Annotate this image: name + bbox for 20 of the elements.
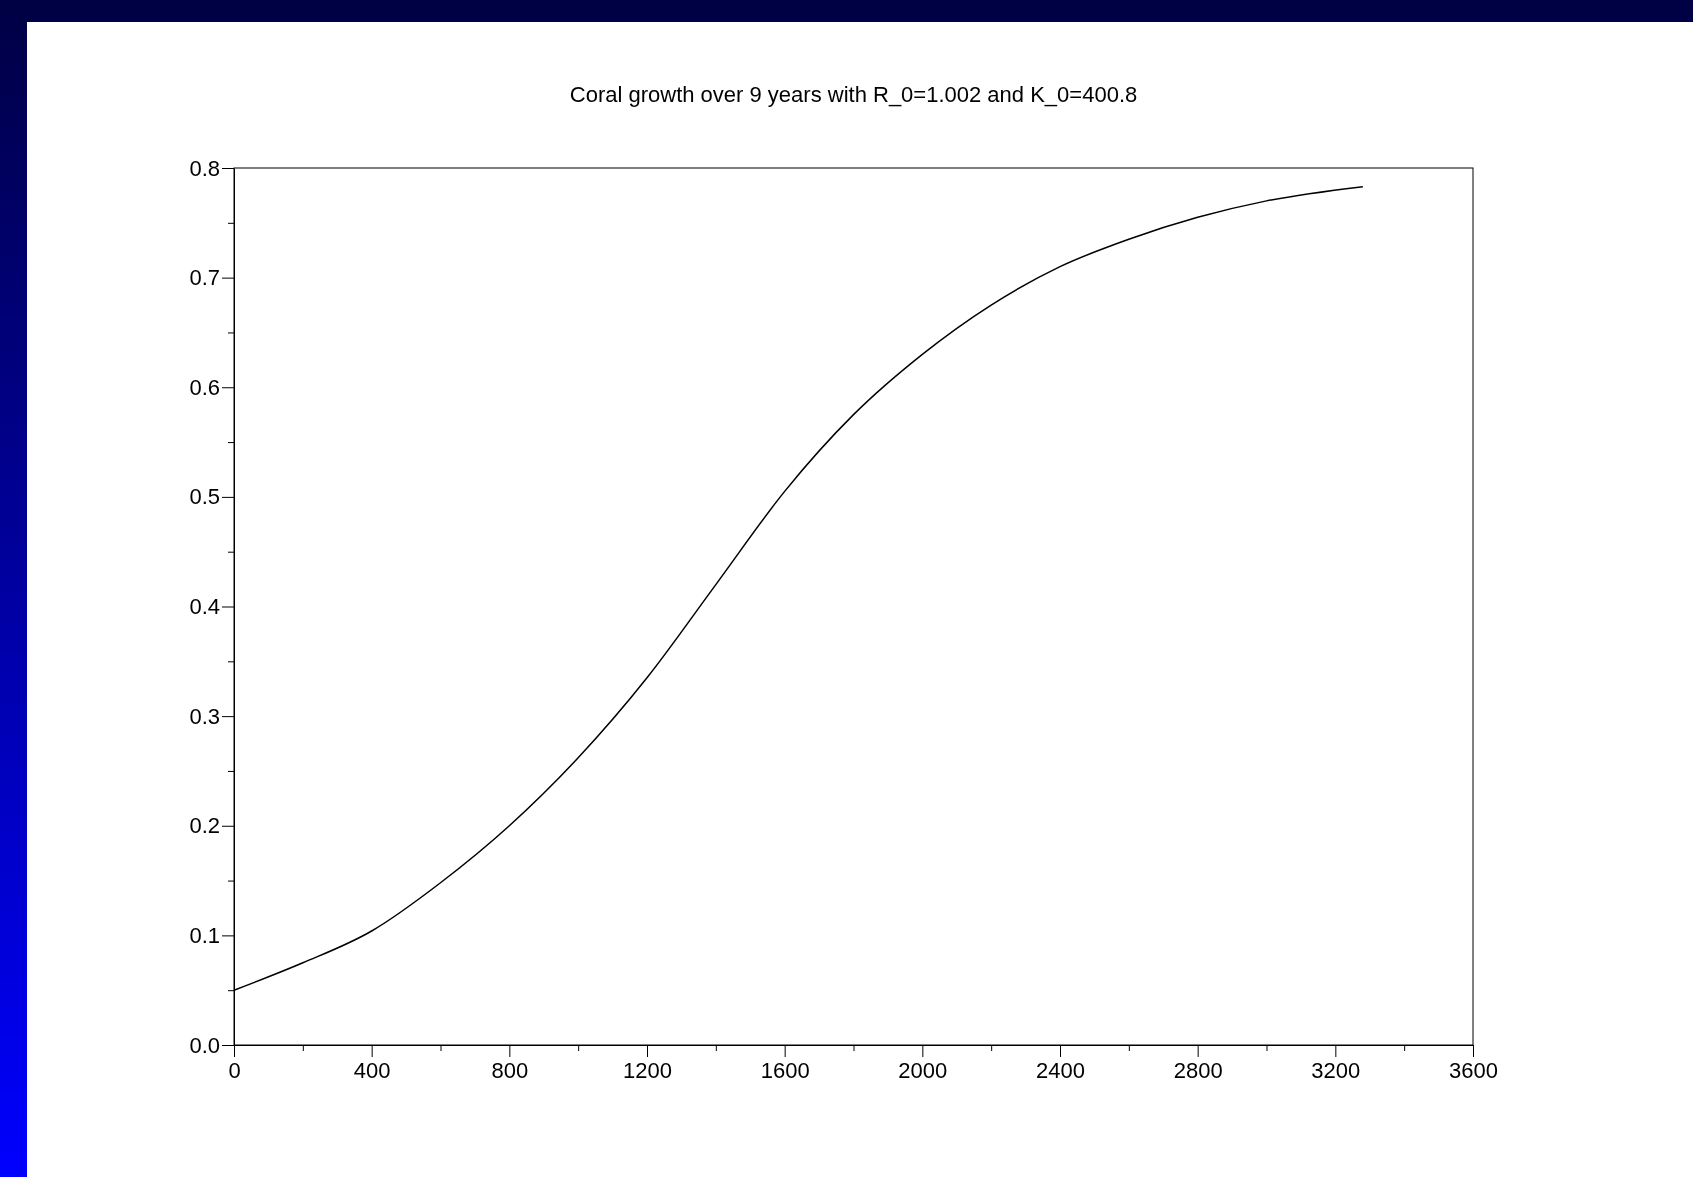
x-tick-label: 400 (353, 1058, 391, 1084)
y-tick-label: 0.5 (189, 484, 220, 510)
x-tick-label: 2000 (898, 1058, 948, 1084)
x-tick-label: 3200 (1311, 1058, 1361, 1084)
x-tick-label: 800 (491, 1058, 529, 1084)
y-tick-label: 0.3 (189, 703, 220, 729)
y-tick-label: 0.7 (189, 265, 220, 291)
x-tick-label: 1200 (623, 1058, 672, 1084)
x-tick-label: 0 (228, 1058, 241, 1084)
y-tick-label: 0.1 (189, 922, 220, 948)
chart-title: Coral growth over 9 years with R_0=1.002 and K_0=400.8 (569, 82, 1138, 107)
x-tick-label: 3600 (1449, 1058, 1498, 1084)
y-tick-label: 0.8 (189, 155, 220, 181)
x-tick-label: 1600 (760, 1058, 810, 1084)
x-tick-label: 2800 (1173, 1058, 1223, 1084)
x-tick-label: 2400 (1036, 1058, 1085, 1084)
y-tick-label: 0.0 (189, 1032, 220, 1058)
y-tick-label: 0.4 (189, 594, 220, 620)
y-tick-label: 0.2 (189, 813, 220, 839)
y-tick-label: 0.6 (189, 374, 220, 400)
